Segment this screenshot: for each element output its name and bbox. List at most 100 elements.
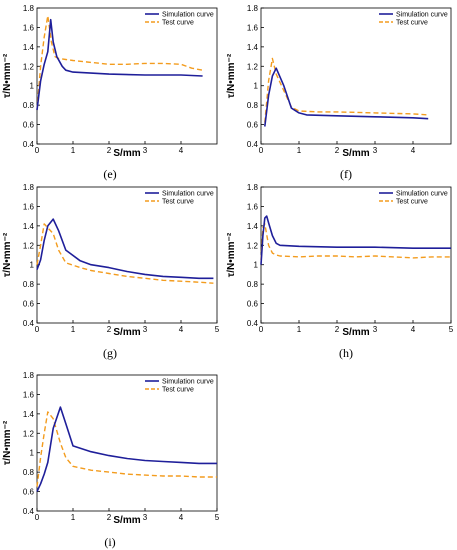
legend-label: Test curve <box>162 199 194 206</box>
x-tick-label: 5 <box>215 513 220 522</box>
simulation-curve-line <box>36 406 217 492</box>
chart-panel: 0.4 0.6 0.8 1 1.2 1.4 1.6 1.8 0 1 2 3 4 S/mm τ/N•mm⁻² S… <box>2 4 218 181</box>
x-tick-label: 0 <box>259 325 264 334</box>
y-tick-label: 0.4 <box>23 140 35 149</box>
chart-panel: 0.4 0.6 0.8 1 1.2 1.4 1.6 1.8 0 1 2 3 4 5 S/mm τ/N•mm⁻²… <box>226 183 454 360</box>
x-tick-label: 5 <box>215 325 220 334</box>
y-tick-label: 0.8 <box>23 101 35 110</box>
y-tick-label: 1.2 <box>247 62 259 71</box>
y-tick-label: 1.6 <box>247 202 259 211</box>
x-axis-label: S/mm <box>113 148 140 159</box>
x-tick-label: 0 <box>35 146 40 155</box>
plot-frame <box>260 7 452 145</box>
y-tick-label: 0.6 <box>247 300 259 309</box>
x-tick-label: 3 <box>143 325 148 334</box>
x-tick-label: 2 <box>107 325 112 334</box>
test-curve-line <box>36 15 203 111</box>
x-tick-label: 3 <box>143 146 148 155</box>
y-tick-label: 1.4 <box>23 222 35 231</box>
y-tick-label: 1 <box>30 449 35 458</box>
legend-label: Simulation curve <box>396 191 448 198</box>
plot-frame <box>36 374 218 512</box>
y-tick-label: 1 <box>30 82 35 91</box>
x-tick-label: 0 <box>259 146 264 155</box>
y-tick-label: 0.8 <box>247 280 259 289</box>
panel-caption: (f) <box>340 167 352 181</box>
panel-caption: (e) <box>103 167 116 181</box>
y-tick-label: 1.2 <box>247 241 259 250</box>
y-tick-label: 1.4 <box>247 222 259 231</box>
y-tick-label: 1.6 <box>23 202 35 211</box>
y-tick-label: 0.6 <box>23 300 35 309</box>
x-tick-label: 3 <box>373 146 378 155</box>
chart-panel: 0.4 0.6 0.8 1 1.2 1.4 1.6 1.8 0 1 2 3 4 5 S/mm τ/N•mm⁻²… <box>2 371 220 549</box>
y-tick-label: 1.2 <box>23 241 35 250</box>
y-tick-label: 0.4 <box>247 140 259 149</box>
x-tick-label: 1 <box>71 325 76 334</box>
y-tick-label: 1.8 <box>23 183 35 192</box>
y-tick-label: 0.6 <box>247 121 259 130</box>
y-axis-label: τ/N•mm⁻² <box>2 232 13 277</box>
x-tick-label: 4 <box>179 146 184 155</box>
legend-label: Simulation curve <box>162 191 214 198</box>
y-axis-label: τ/N•mm⁻² <box>2 53 13 98</box>
x-tick-label: 2 <box>107 513 112 522</box>
panel-caption: (h) <box>339 346 353 360</box>
x-tick-label: 0 <box>35 325 40 334</box>
simulation-curve-line <box>36 18 203 111</box>
legend-label: Test curve <box>396 20 428 27</box>
x-axis-label: S/mm <box>113 327 140 338</box>
plot-frame <box>36 7 218 145</box>
y-axis-label: τ/N•mm⁻² <box>226 53 237 98</box>
y-tick-label: 1.8 <box>23 371 35 380</box>
y-tick-label: 0.4 <box>247 319 259 328</box>
y-tick-label: 1.6 <box>247 23 259 32</box>
plot-frame <box>36 186 218 324</box>
y-tick-label: 1.6 <box>23 390 35 399</box>
test-curve-line <box>264 57 429 123</box>
y-tick-label: 1.8 <box>23 4 35 13</box>
y-axis-label: τ/N•mm⁻² <box>2 420 13 465</box>
legend-label: Simulation curve <box>162 12 214 19</box>
y-tick-label: 1.6 <box>23 23 35 32</box>
legend-label: Test curve <box>396 199 428 206</box>
x-tick-label: 2 <box>107 146 112 155</box>
x-tick-label: 1 <box>71 513 76 522</box>
x-tick-label: 4 <box>179 325 184 334</box>
y-tick-label: 1.4 <box>23 43 35 52</box>
y-tick-label: 0.6 <box>23 488 35 497</box>
x-tick-label: 0 <box>35 513 40 522</box>
x-tick-label: 3 <box>143 513 148 522</box>
y-tick-label: 1.8 <box>247 183 259 192</box>
y-tick-label: 1.4 <box>247 43 259 52</box>
test-curve-line <box>36 411 217 487</box>
y-tick-label: 0.8 <box>23 468 35 477</box>
x-axis-label: S/mm <box>342 148 369 159</box>
y-tick-label: 1.2 <box>23 429 35 438</box>
y-tick-label: 1 <box>254 82 259 91</box>
test-curve-line <box>36 223 214 284</box>
plot-frame <box>260 186 452 324</box>
panel-caption: (g) <box>103 346 117 360</box>
legend-label: Simulation curve <box>396 12 448 19</box>
legend-label: Test curve <box>162 20 194 27</box>
simulation-curve-line <box>264 67 429 127</box>
x-tick-label: 5 <box>449 325 454 334</box>
x-axis-label: S/mm <box>342 327 369 338</box>
legend-label: Test curve <box>162 387 194 394</box>
simulation-curve-line <box>36 218 214 280</box>
x-tick-label: 2 <box>335 325 340 334</box>
y-tick-label: 1 <box>30 261 35 270</box>
y-tick-label: 1 <box>254 261 259 270</box>
x-tick-label: 4 <box>411 146 416 155</box>
y-tick-label: 1.2 <box>23 62 35 71</box>
test-curve-line <box>260 223 451 260</box>
y-tick-label: 0.4 <box>23 507 35 516</box>
y-tick-label: 0.8 <box>247 101 259 110</box>
x-tick-label: 1 <box>297 325 302 334</box>
legend-label: Simulation curve <box>162 379 214 386</box>
y-tick-label: 1.4 <box>23 410 35 419</box>
y-tick-label: 0.6 <box>23 121 35 130</box>
x-tick-label: 1 <box>71 146 76 155</box>
x-tick-label: 1 <box>297 146 302 155</box>
